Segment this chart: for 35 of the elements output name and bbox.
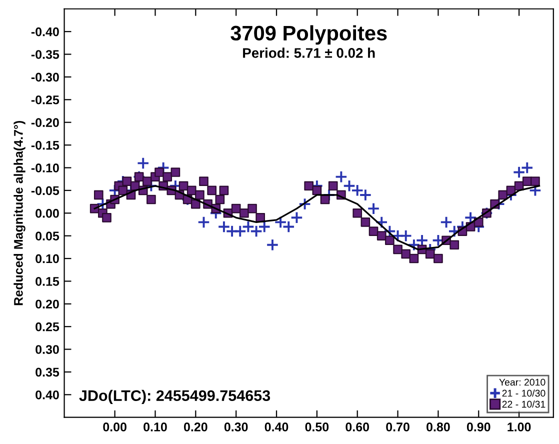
x-tick-label: 1.00 bbox=[508, 422, 531, 432]
y-tick-label: 0.10 bbox=[36, 254, 59, 264]
legend-label: 21 - 10/30 bbox=[502, 390, 546, 397]
x-tick-label: 0.80 bbox=[426, 422, 450, 432]
x-tick-label: 0.10 bbox=[144, 422, 167, 432]
y-tick-label: 0.35 bbox=[36, 368, 60, 377]
y-tick-label: -0.30 bbox=[31, 72, 59, 82]
y-tick-label: 0.30 bbox=[36, 345, 59, 354]
x-tick-label: 0.00 bbox=[103, 422, 126, 432]
legend-label: 22 - 10/31 bbox=[502, 400, 546, 408]
y-tick-label: 0.20 bbox=[36, 300, 59, 309]
text: 3709 Polypoites bbox=[230, 25, 387, 45]
y-tick-label: -0.15 bbox=[31, 140, 60, 150]
x-tick-label: 0.40 bbox=[264, 422, 288, 432]
x-tick-label: 0.30 bbox=[224, 422, 248, 432]
x-tick-label: 0.90 bbox=[466, 422, 490, 432]
x-tick-label: 0.70 bbox=[386, 422, 410, 432]
y-tick-label: -0.10 bbox=[31, 164, 59, 172]
annotation: JDo(LTC): 2455499.754653 bbox=[79, 390, 270, 404]
y-tick-label: -0.25 bbox=[31, 95, 60, 104]
y-tick-label: 0.25 bbox=[36, 322, 60, 332]
y-tick-label: 0.05 bbox=[36, 232, 60, 240]
x-tick-label: 0.50 bbox=[305, 422, 329, 432]
y-tick-label: 0.00 bbox=[36, 208, 59, 218]
x-tick-label: 0.60 bbox=[346, 422, 370, 432]
x-tick-label: 0.20 bbox=[184, 422, 208, 432]
y-tick-label: -0.05 bbox=[31, 186, 60, 196]
y-tick-label: -0.35 bbox=[31, 50, 60, 59]
y-tick-label: -0.40 bbox=[31, 27, 59, 36]
text: Period: 5.71 ± 0.02 h bbox=[243, 48, 375, 58]
legend-title: Year: 2010 bbox=[499, 378, 546, 386]
y-tick-label: 0.15 bbox=[36, 277, 60, 286]
y-tick-label: 0.40 bbox=[36, 390, 59, 400]
y-axis-title: Reduced Magnitude alpha(4.7°) bbox=[14, 120, 26, 306]
y-tick-label: -0.20 bbox=[31, 118, 59, 127]
